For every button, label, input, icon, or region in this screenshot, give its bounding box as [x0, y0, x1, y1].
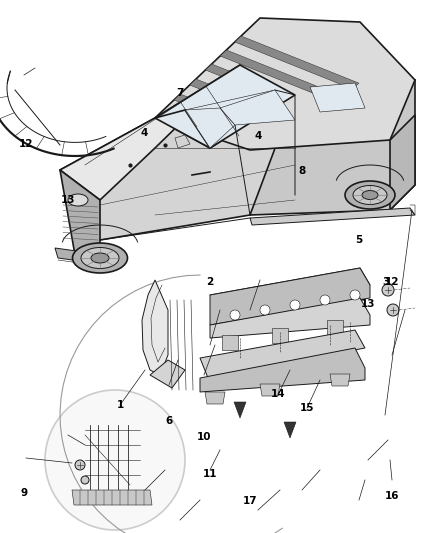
Polygon shape — [55, 248, 108, 265]
Polygon shape — [310, 83, 365, 112]
Circle shape — [230, 310, 240, 320]
Ellipse shape — [91, 253, 109, 263]
Circle shape — [382, 284, 394, 296]
Polygon shape — [235, 36, 359, 89]
Polygon shape — [284, 422, 296, 438]
Text: 2: 2 — [207, 278, 214, 287]
Polygon shape — [327, 320, 343, 335]
Text: 11: 11 — [203, 470, 218, 479]
Polygon shape — [222, 335, 238, 350]
Text: 4: 4 — [141, 128, 148, 138]
Polygon shape — [205, 64, 286, 100]
Circle shape — [350, 290, 360, 300]
Circle shape — [81, 476, 89, 484]
Text: 8: 8 — [299, 166, 306, 175]
Circle shape — [75, 460, 85, 470]
Polygon shape — [220, 90, 295, 125]
Polygon shape — [390, 115, 415, 210]
Polygon shape — [250, 80, 415, 215]
Text: 6: 6 — [165, 416, 172, 426]
Polygon shape — [200, 330, 365, 378]
Polygon shape — [210, 298, 370, 338]
Ellipse shape — [73, 243, 127, 273]
Polygon shape — [272, 328, 288, 343]
Polygon shape — [60, 170, 100, 255]
Circle shape — [45, 390, 185, 530]
Ellipse shape — [68, 194, 88, 206]
Ellipse shape — [81, 247, 119, 269]
Polygon shape — [210, 268, 370, 325]
Polygon shape — [220, 50, 322, 94]
Text: 3: 3 — [382, 278, 389, 287]
Polygon shape — [205, 392, 225, 404]
Ellipse shape — [345, 181, 395, 209]
Ellipse shape — [362, 190, 378, 199]
Text: 13: 13 — [60, 195, 75, 205]
Polygon shape — [260, 384, 280, 396]
Circle shape — [290, 300, 300, 310]
Ellipse shape — [353, 185, 387, 205]
Polygon shape — [60, 65, 240, 200]
Polygon shape — [142, 280, 168, 375]
Text: 14: 14 — [271, 390, 286, 399]
Text: 16: 16 — [385, 491, 399, 500]
Text: 12: 12 — [385, 278, 399, 287]
Text: 7: 7 — [176, 88, 183, 98]
Text: 1: 1 — [117, 400, 124, 410]
Polygon shape — [200, 348, 365, 392]
Polygon shape — [330, 374, 350, 386]
Polygon shape — [155, 65, 295, 148]
Polygon shape — [185, 108, 235, 148]
Polygon shape — [60, 95, 295, 240]
Circle shape — [260, 305, 270, 315]
Polygon shape — [175, 135, 190, 148]
Polygon shape — [190, 79, 247, 106]
Polygon shape — [250, 208, 415, 225]
Circle shape — [387, 304, 399, 316]
Polygon shape — [155, 18, 415, 150]
Polygon shape — [72, 490, 152, 505]
Text: 10: 10 — [196, 432, 211, 442]
Text: 5: 5 — [356, 235, 363, 245]
Polygon shape — [174, 94, 208, 111]
Text: 9: 9 — [21, 488, 28, 498]
Polygon shape — [150, 360, 185, 388]
Text: 15: 15 — [299, 403, 314, 413]
Text: 13: 13 — [360, 299, 375, 309]
Text: 17: 17 — [242, 496, 257, 506]
Circle shape — [320, 295, 330, 305]
Text: 12: 12 — [19, 139, 34, 149]
Polygon shape — [210, 268, 370, 312]
Text: 4: 4 — [255, 131, 262, 141]
Polygon shape — [234, 402, 246, 418]
